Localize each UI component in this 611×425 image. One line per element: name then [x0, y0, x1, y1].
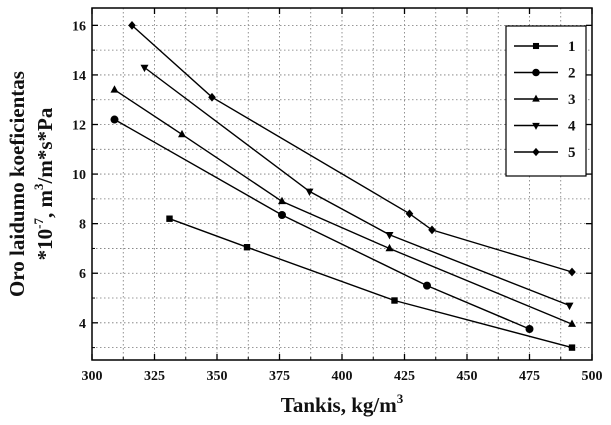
x-axis-title: Tankis, kg/m3: [281, 391, 404, 417]
data-point-square: [166, 215, 173, 222]
legend-item-2: 2: [514, 66, 576, 82]
series-3: [110, 85, 576, 327]
series-line-2: [114, 118, 530, 330]
y-axis-title: Oro laidumo koeficientas *10-7, m3/m*s*P…: [5, 71, 57, 297]
data-point-circle: [525, 325, 534, 334]
x-tick-label: 425: [394, 369, 415, 384]
y-tick-label: 14: [72, 69, 86, 84]
data-series: [110, 20, 576, 351]
y-axis-title-part-b: , m: [33, 189, 57, 218]
legend-item-3: 3: [514, 92, 576, 108]
y-axis-title-sup-b: 3: [31, 183, 46, 190]
legend-item-5: 5: [514, 145, 576, 161]
data-point-circle: [423, 281, 431, 290]
data-point-diamond: [532, 147, 540, 157]
series-line-4: [144, 66, 570, 307]
data-point-triangle-up: [385, 243, 394, 252]
data-point-square: [568, 344, 576, 351]
y-axis-title-part-a: *10: [33, 229, 57, 261]
data-point-triangle-down: [565, 302, 574, 311]
y-tick-label: 16: [72, 19, 86, 34]
data-point-square: [532, 42, 540, 50]
y-tick-label: 8: [79, 218, 86, 233]
x-tick-label: 350: [207, 369, 228, 384]
data-point-triangle-up: [278, 196, 286, 205]
data-point-triangle-down: [305, 188, 314, 197]
data-point-diamond: [405, 209, 414, 219]
y-axis-title-line2: *10-7, m3/m*s*Pa: [31, 107, 57, 260]
x-axis-title-text: Tankis, kg/m: [281, 393, 397, 417]
legend-label: 5: [568, 145, 576, 161]
y-tick-label: 10: [72, 168, 86, 183]
data-point-square: [243, 244, 251, 251]
x-tick-label: 400: [332, 369, 353, 384]
data-point-triangle-up: [568, 319, 576, 327]
series-2: [110, 115, 534, 334]
data-point-diamond: [208, 92, 216, 102]
data-point-circle: [110, 115, 119, 124]
y-axis-title-line1: Oro laidumo koeficientas: [5, 71, 29, 297]
legend-item-1: 1: [514, 39, 576, 55]
series-line-1: [169, 218, 573, 349]
data-point-square: [391, 297, 398, 304]
data-point-circle: [278, 210, 286, 219]
y-axis-title-sup-a: -7: [31, 218, 46, 229]
legend-item-4: 4: [514, 119, 576, 135]
y-axis-title-part-c: /m*s*Pa: [33, 107, 57, 184]
legend-label: 1: [568, 39, 576, 55]
y-tick-label: 4: [79, 317, 86, 332]
x-tick-label: 475: [519, 369, 540, 384]
data-point-diamond: [568, 267, 576, 277]
x-tick-label: 500: [582, 369, 603, 384]
series-4: [140, 64, 574, 311]
y-tick-label: 12: [72, 119, 86, 134]
x-tick-label: 375: [269, 369, 290, 384]
series-5: [128, 20, 576, 277]
data-point-diamond: [428, 225, 436, 235]
legend-label: 2: [568, 66, 576, 82]
legend-box: [505, 25, 587, 177]
x-tick-label: 450: [457, 369, 478, 384]
data-point-diamond: [128, 20, 136, 30]
y-tick-label: 6: [79, 267, 86, 282]
data-point-triangle-up: [178, 129, 186, 138]
data-point-triangle-up: [532, 94, 540, 102]
legend: 1 2 3 4 5: [505, 25, 587, 177]
data-point-triangle-down: [532, 122, 540, 130]
legend-label: 3: [568, 92, 576, 108]
data-point-triangle-up: [110, 85, 119, 93]
data-point-circle: [532, 68, 540, 77]
legend-label: 4: [568, 119, 576, 135]
x-tick-label: 325: [144, 369, 165, 384]
series-1: [166, 215, 576, 351]
series-line-3: [114, 89, 573, 325]
data-point-triangle-down: [140, 64, 149, 73]
x-tick-label: 300: [82, 369, 103, 384]
data-point-triangle-down: [385, 232, 394, 240]
x-axis-title-superscript: 3: [397, 391, 404, 406]
